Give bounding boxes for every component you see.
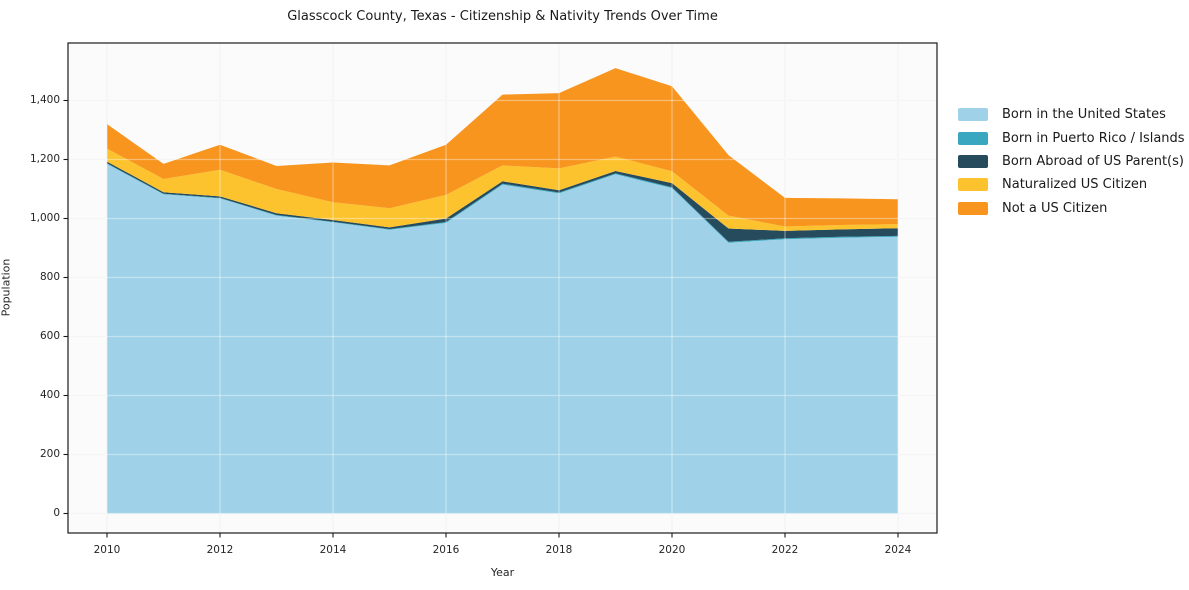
tick-marks xyxy=(63,99,899,538)
x-tick-label: 2014 xyxy=(319,544,347,556)
y-tick-label: 200 xyxy=(39,448,60,460)
y-tick-label: 800 xyxy=(39,271,60,283)
y-tick-label: 1,200 xyxy=(29,153,60,165)
legend-swatch-not-citizen xyxy=(958,201,988,215)
axes-frame xyxy=(67,42,938,534)
legend: Born in the United States Born in Puerto… xyxy=(958,103,1185,220)
legend-label: Born Abroad of US Parent(s) xyxy=(1002,153,1184,169)
legend-swatch-born-abroad xyxy=(958,154,988,168)
x-tick-label: 2010 xyxy=(93,544,121,556)
gridlines-overlay xyxy=(68,43,937,533)
legend-swatch-puerto-rico xyxy=(958,131,988,145)
x-axis-label: Year xyxy=(490,566,515,579)
y-tick-label: 400 xyxy=(39,389,60,401)
area-born-in-the-united-states xyxy=(107,163,898,514)
x-tick-label: 2016 xyxy=(432,544,460,556)
y-tick-label: 1,000 xyxy=(29,212,60,224)
legend-label: Born in Puerto Rico / Islands xyxy=(1002,130,1185,146)
legend-label: Not a US Citizen xyxy=(1002,200,1108,216)
area-not-a-us-citizen xyxy=(107,68,898,227)
y-tick-label: 0 xyxy=(53,507,60,519)
y-tick-label: 600 xyxy=(39,330,60,342)
area-naturalized-us-citizen xyxy=(107,148,898,231)
legend-item: Not a US Citizen xyxy=(958,197,1185,220)
area-born-abroad-of-us-parent-s xyxy=(107,161,898,242)
y-axis-label: Population xyxy=(0,258,13,317)
legend-item: Born in the United States xyxy=(958,103,1185,126)
x-tick-label: 2018 xyxy=(545,544,573,556)
legend-item: Born in Puerto Rico / Islands xyxy=(958,126,1185,149)
legend-item: Naturalized US Citizen xyxy=(958,173,1185,196)
x-tick-label: 2024 xyxy=(884,544,912,556)
legend-swatch-born-us xyxy=(958,108,988,122)
stacked-areas xyxy=(107,68,898,514)
y-tick-label: 1,400 xyxy=(29,94,60,106)
x-tick-label: 2012 xyxy=(206,544,234,556)
legend-swatch-naturalized xyxy=(958,178,988,192)
legend-label: Naturalized US Citizen xyxy=(1002,177,1148,193)
x-tick-label: 2022 xyxy=(771,544,799,556)
legend-label: Born in the United States xyxy=(1002,107,1166,123)
legend-item: Born Abroad of US Parent(s) xyxy=(958,150,1185,173)
chart-title: Glasscock County, Texas - Citizenship & … xyxy=(287,9,718,24)
x-tick-label: 2020 xyxy=(658,544,686,556)
